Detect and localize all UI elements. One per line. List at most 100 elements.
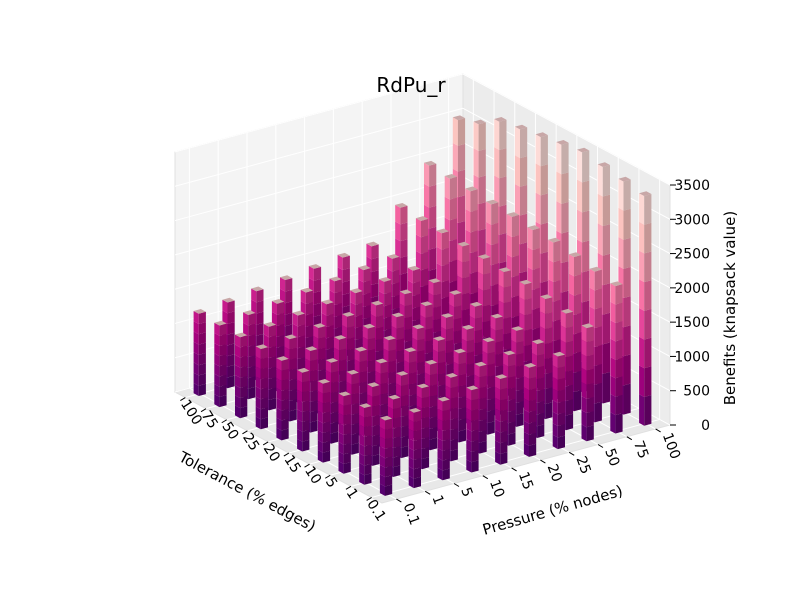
bar-face xyxy=(594,326,602,347)
bar-face xyxy=(351,372,359,385)
bar-face xyxy=(198,352,206,366)
bar-face xyxy=(421,406,430,419)
x-tick xyxy=(304,463,310,468)
bar-face xyxy=(446,351,454,366)
bar-face xyxy=(235,364,241,378)
bar-face xyxy=(393,465,401,477)
bar-face xyxy=(527,227,533,250)
bar-face xyxy=(557,400,565,415)
bar-face xyxy=(281,408,289,421)
bar-face xyxy=(433,281,441,296)
bar-face xyxy=(219,395,227,408)
bar-face xyxy=(240,355,248,368)
bar-face xyxy=(644,280,652,311)
bar-face xyxy=(255,386,261,400)
bar-face xyxy=(277,301,285,315)
bar xyxy=(317,379,331,463)
bar-face xyxy=(372,395,380,407)
bar-face xyxy=(644,222,652,254)
bar-face xyxy=(310,420,318,433)
bar-face xyxy=(475,329,483,344)
bar-face xyxy=(574,293,582,315)
bar-face xyxy=(235,344,241,358)
bar-face xyxy=(399,291,405,307)
bar-face xyxy=(438,372,446,387)
bar-face xyxy=(594,382,602,404)
bar-face xyxy=(446,327,454,342)
bar-face xyxy=(281,428,289,441)
bar-face xyxy=(277,312,285,326)
bar-face xyxy=(500,409,508,422)
bar-top xyxy=(388,394,401,400)
bar-face xyxy=(385,484,393,496)
bar-face xyxy=(491,243,499,266)
bar-top xyxy=(560,308,574,314)
bar-face xyxy=(255,366,261,380)
bar-face xyxy=(581,325,587,343)
bar-face xyxy=(545,312,553,330)
bar-face xyxy=(475,341,483,356)
bar-face xyxy=(523,443,529,457)
bar-face xyxy=(359,453,365,466)
bar-face xyxy=(375,371,381,385)
bar-face xyxy=(396,315,404,329)
bar-face xyxy=(495,353,503,368)
bar-face xyxy=(193,331,199,345)
bar-face xyxy=(471,388,479,401)
bar-face xyxy=(582,240,590,273)
bar-top xyxy=(235,332,248,338)
bar-top xyxy=(424,359,438,365)
bar-face xyxy=(516,377,524,391)
bar-top xyxy=(535,132,548,138)
bar-face xyxy=(516,341,524,355)
bar-face xyxy=(470,230,478,253)
bar-face xyxy=(487,340,495,354)
bar-face xyxy=(219,364,227,377)
x-tick-label: 1 xyxy=(343,486,361,502)
bar-face xyxy=(457,221,466,249)
bar-face xyxy=(462,260,470,279)
bar-face xyxy=(553,280,561,302)
bar-face xyxy=(523,431,529,446)
bar-face xyxy=(553,299,561,322)
bar-face xyxy=(486,221,492,245)
bar-face xyxy=(350,290,356,305)
bar-face xyxy=(436,230,442,250)
bar-face xyxy=(461,338,467,354)
bar-face xyxy=(222,299,228,314)
bar-face xyxy=(268,398,277,411)
bar-face xyxy=(577,179,583,213)
bar-face xyxy=(415,251,421,271)
bar-face xyxy=(256,333,264,347)
bar-face xyxy=(193,372,199,386)
bar-face xyxy=(582,150,590,183)
bar-face xyxy=(416,385,422,399)
bar-face xyxy=(219,323,227,336)
bar-face xyxy=(219,384,227,397)
bar-face xyxy=(396,361,404,375)
bar-face xyxy=(428,280,434,296)
bar-face xyxy=(610,283,616,305)
bar-face xyxy=(495,316,503,331)
bar-face xyxy=(487,351,495,366)
bar-face xyxy=(363,280,371,295)
bar-face xyxy=(379,455,385,468)
bar-top xyxy=(473,119,486,125)
bar-face xyxy=(339,348,347,361)
bar-face xyxy=(548,259,554,282)
bar-face xyxy=(310,379,318,392)
bar-face xyxy=(371,270,379,285)
bar-face xyxy=(342,268,350,283)
bar-face xyxy=(495,328,503,343)
bar-face xyxy=(193,311,199,324)
bar-face xyxy=(413,420,421,432)
bar-face xyxy=(454,317,462,332)
bar-face xyxy=(227,375,235,389)
bar-top xyxy=(395,203,408,208)
bar-face xyxy=(589,287,595,310)
bar-face xyxy=(508,421,516,435)
bar-face xyxy=(334,337,340,351)
gridline xyxy=(174,210,464,290)
bar-face xyxy=(338,432,344,445)
x-tick xyxy=(180,397,186,401)
